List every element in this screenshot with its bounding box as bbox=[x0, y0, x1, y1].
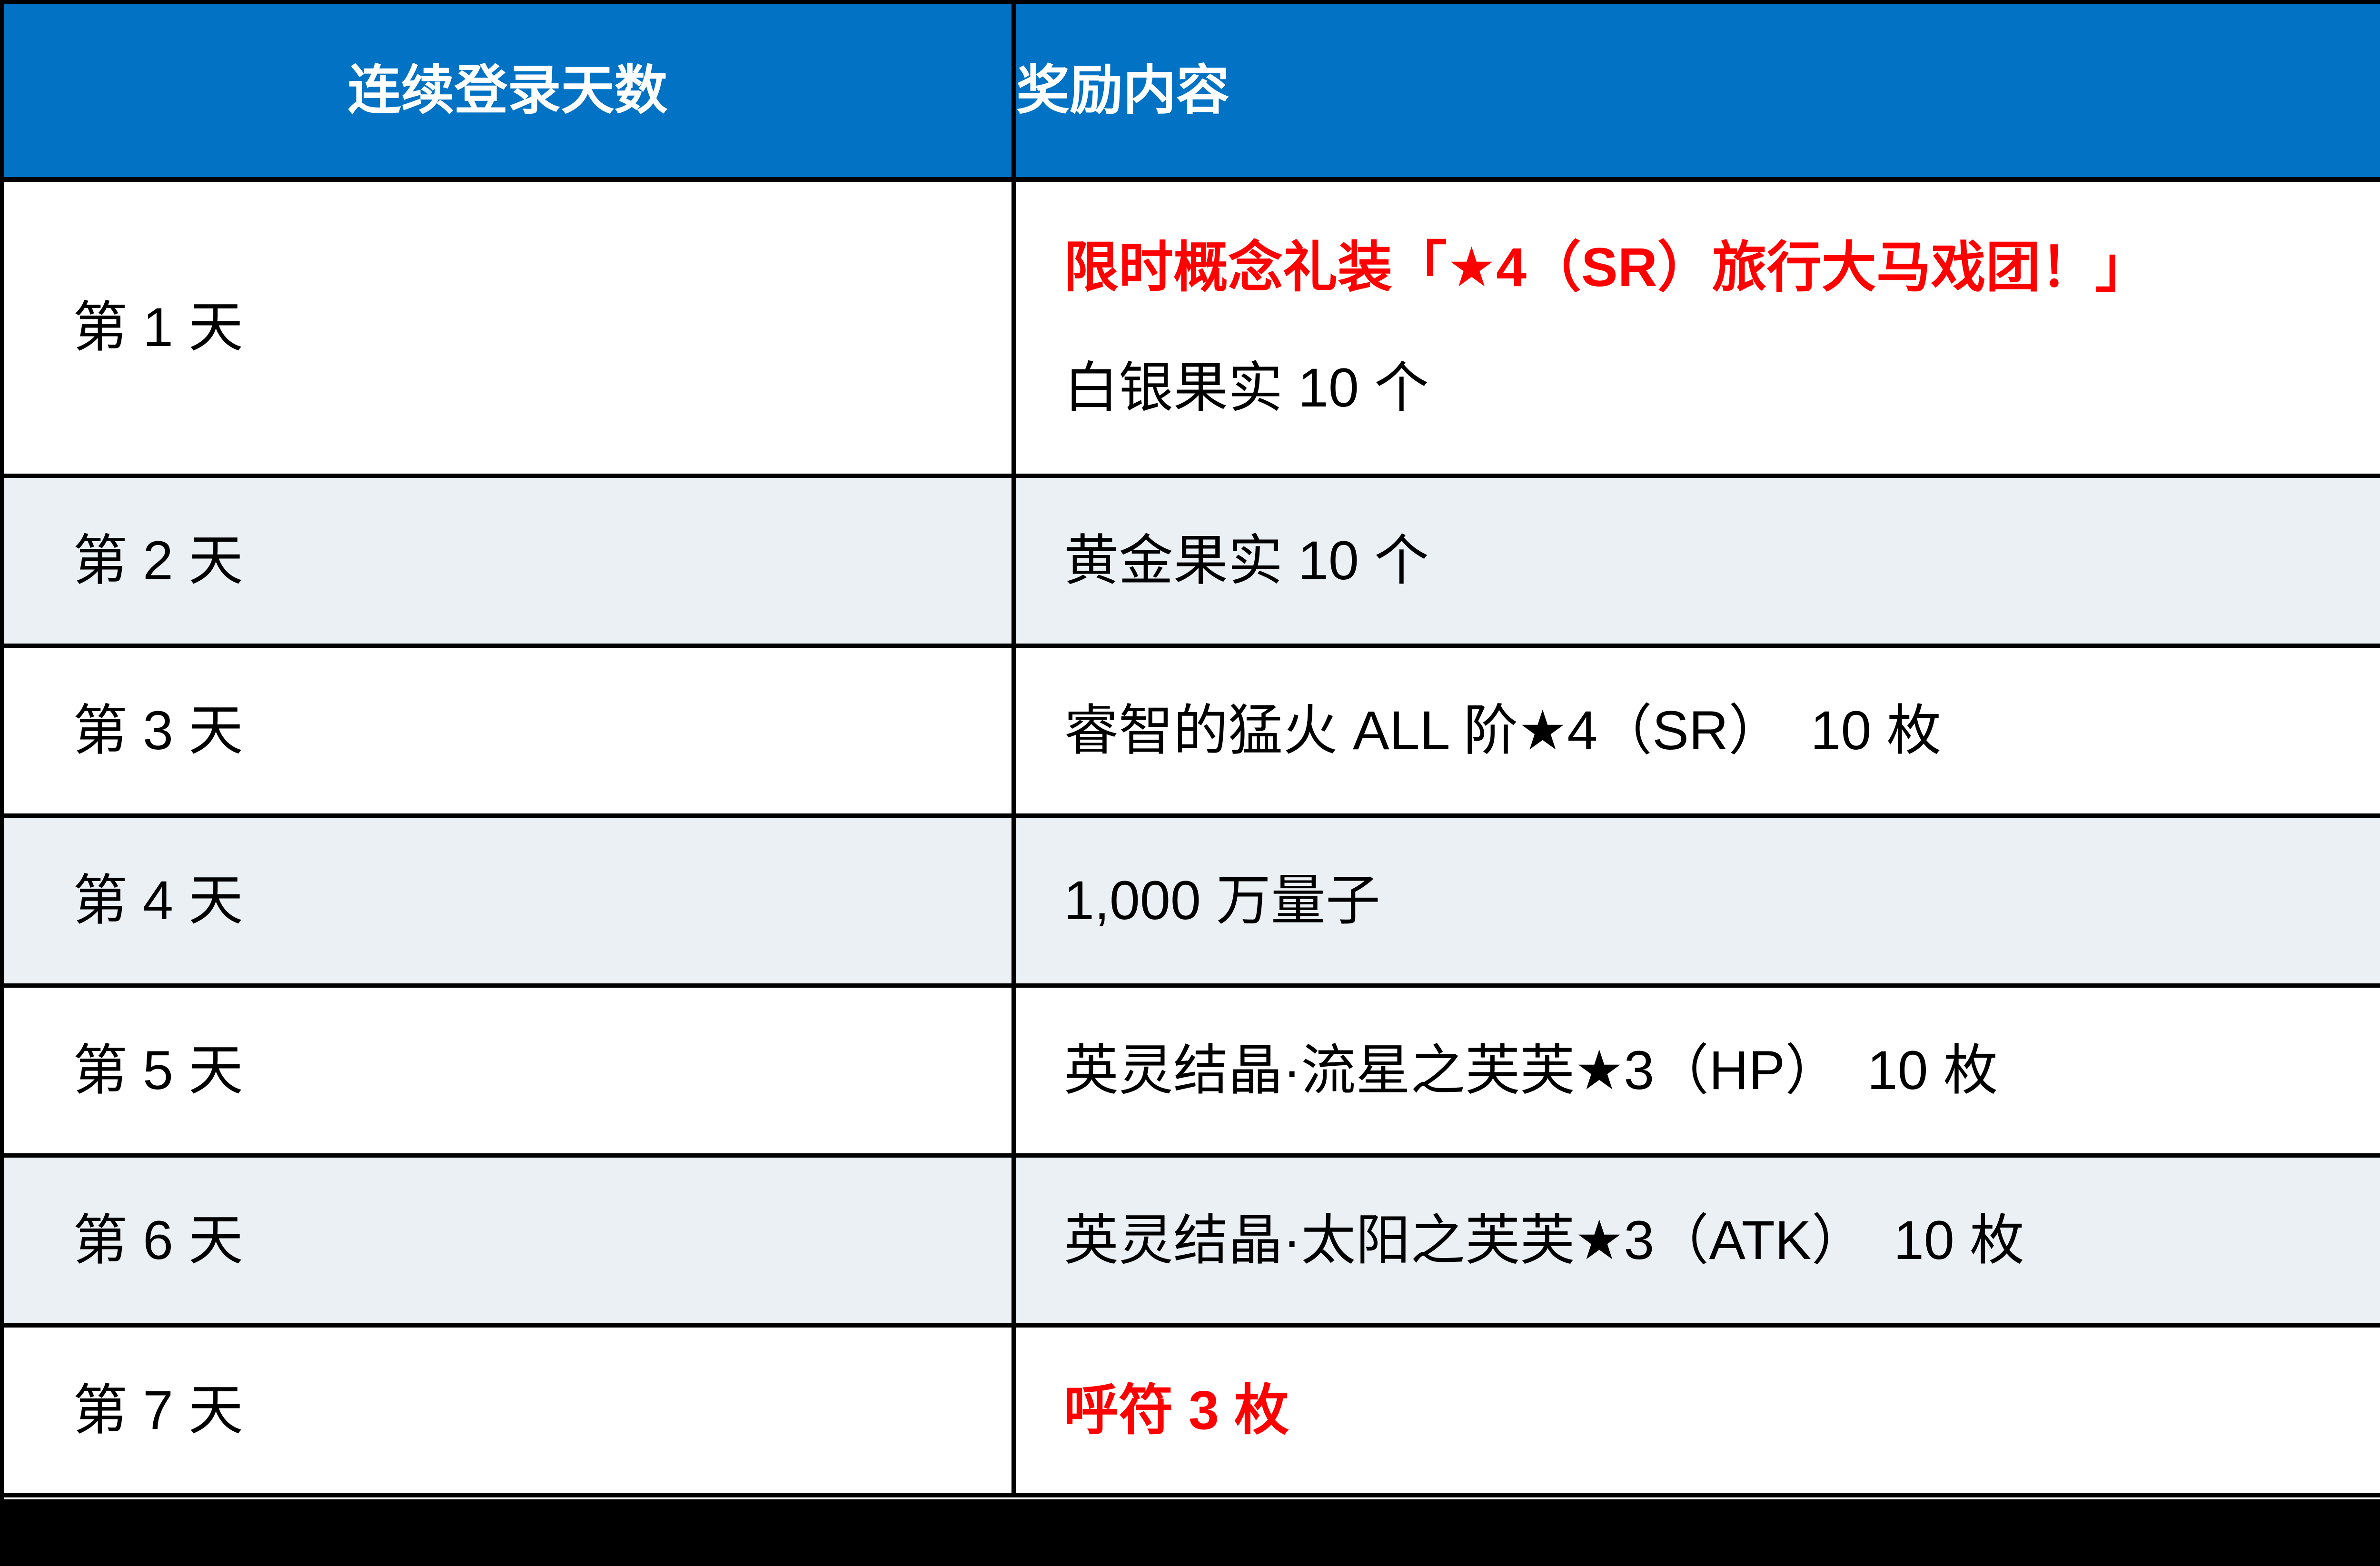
reward-cell: 黄金果实 10 个 bbox=[1016, 478, 2380, 644]
reward-text: 睿智的猛火 ALL 阶★4（SR） 10 枚 bbox=[1064, 700, 1942, 761]
reward-text: 英灵结晶·太阳之芙芙★3（ATK） 10 枚 bbox=[1064, 1209, 2024, 1271]
reward-text-highlighted: 限时概念礼装「★4（SR）旅行大马戏团！」 bbox=[1064, 237, 2150, 298]
day-cell: 第 4 天 bbox=[4, 818, 1016, 983]
table-row: 第 7 天 呼符 3 枚 bbox=[4, 1328, 2380, 1497]
day-cell: 第 6 天 bbox=[4, 1158, 1016, 1323]
bottom-black-band bbox=[0, 1499, 2380, 1566]
day-cell: 第 7 天 bbox=[4, 1328, 1016, 1493]
reward-text: 1,000 万量子 bbox=[1064, 870, 1380, 931]
header-rewards-column: 奖励内容 bbox=[1016, 60, 1230, 120]
reward-cell: 限时概念礼装「★4（SR）旅行大马戏团！」 白银果实 10 个 bbox=[1016, 182, 2380, 474]
header-days-column: 连续登录天数 bbox=[4, 4, 1016, 177]
reward-cell: 1,000 万量子 bbox=[1016, 818, 2380, 983]
reward-text: 英灵结晶·流星之芙芙★3（HP） 10 枚 bbox=[1064, 1040, 1998, 1101]
reward-text-highlighted: 呼符 3 枚 bbox=[1064, 1379, 1289, 1441]
table-row: 第 3 天 睿智的猛火 ALL 阶★4（SR） 10 枚 bbox=[4, 648, 2380, 818]
table-row: 第 4 天 1,000 万量子 bbox=[4, 818, 2380, 988]
day-cell: 第 5 天 bbox=[4, 988, 1016, 1153]
table-header-row: 连续登录天数 奖励内容 bbox=[4, 4, 2380, 182]
table-row: 第 2 天 黄金果实 10 个 bbox=[4, 478, 2380, 648]
reward-cell: 呼符 3 枚 bbox=[1016, 1328, 2380, 1493]
reward-text: 白银果实 10 个 bbox=[1064, 357, 1429, 418]
day-cell: 第 2 天 bbox=[4, 478, 1016, 644]
login-bonus-table: 连续登录天数 奖励内容 第 1 天 限时概念礼装「★4（SR）旅行大马戏团！」白… bbox=[0, 0, 2380, 1499]
table-row: 第 6 天 英灵结晶·太阳之芙芙★3（ATK） 10 枚 bbox=[4, 1158, 2380, 1328]
reward-cell: 睿智的猛火 ALL 阶★4（SR） 10 枚 bbox=[1016, 648, 2380, 813]
reward-text: 黄金果实 10 个 bbox=[1064, 530, 1429, 591]
day-cell: 第 1 天 bbox=[4, 182, 1016, 474]
table-row: 第 5 天 英灵结晶·流星之芙芙★3（HP） 10 枚 bbox=[4, 988, 2380, 1158]
table-row: 第 1 天 限时概念礼装「★4（SR）旅行大马戏团！」 白银果实 10 个 bbox=[4, 182, 2380, 478]
table-body: 第 1 天 限时概念礼装「★4（SR）旅行大马戏团！」 白银果实 10 个 第 2… bbox=[4, 182, 2380, 1497]
day-cell: 第 3 天 bbox=[4, 648, 1016, 813]
reward-cell: 英灵结晶·流星之芙芙★3（HP） 10 枚 bbox=[1016, 988, 2380, 1153]
reward-cell: 英灵结晶·太阳之芙芙★3（ATK） 10 枚 bbox=[1016, 1158, 2380, 1323]
